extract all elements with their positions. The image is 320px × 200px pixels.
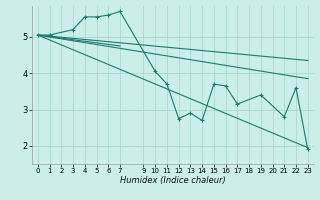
X-axis label: Humidex (Indice chaleur): Humidex (Indice chaleur) — [120, 176, 226, 185]
